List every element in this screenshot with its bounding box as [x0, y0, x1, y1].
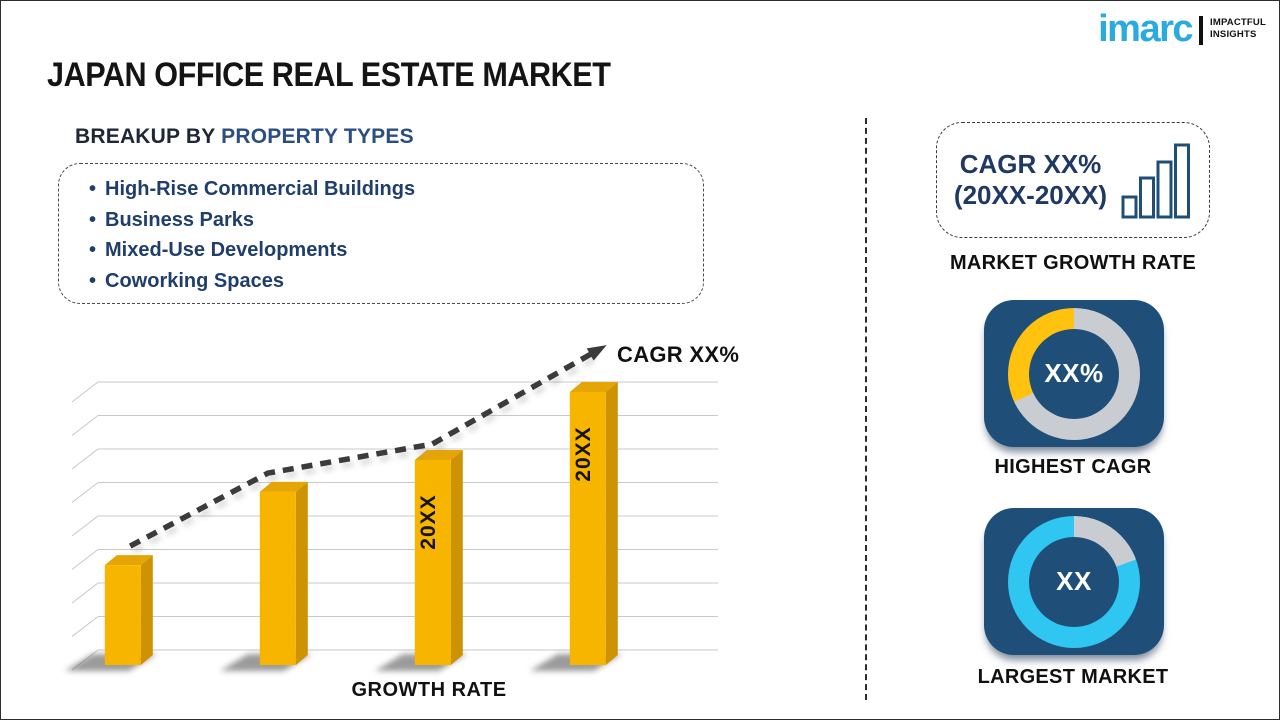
gridline	[71, 414, 718, 436]
x-axis-label: GROWTH RATE	[351, 679, 506, 701]
highest-cagr-value: XX%	[1044, 358, 1104, 388]
highest-cagr-donut-center: XX%	[1029, 328, 1119, 419]
imarc-logo: imarc IMPACTFUL INSIGHTS	[1098, 8, 1266, 50]
arrowhead-icon	[586, 345, 607, 361]
bar-label: 20XX	[417, 494, 440, 549]
growth-bar-chart: 20XX 20XX CAGR XX% GROWTH RATE	[50, 330, 740, 715]
breakup-heading: BREAKUP BY PROPERTY TYPES	[75, 125, 414, 149]
logo-tagline-line2: INSIGHTS	[1210, 28, 1257, 40]
list-item-label: Business Parks	[105, 208, 254, 231]
bullet-icon: •	[89, 208, 97, 231]
list-item: • Business Parks	[89, 205, 703, 236]
gridline	[71, 615, 718, 637]
gridline	[71, 381, 718, 403]
largest-market-donut-center: XX	[1029, 536, 1119, 627]
trend-arrow-shadow	[131, 355, 598, 554]
highest-cagr-card: XX%	[984, 300, 1164, 447]
market-growth-rate-label: MARKET GROWTH RATE	[949, 252, 1197, 274]
list-item-label: High-Rise Commercial Buildings	[105, 178, 416, 200]
bar-label: 20XX	[572, 426, 595, 481]
trend-label: CAGR XX%	[617, 342, 739, 367]
trend-arrow-line	[128, 350, 595, 549]
cagr-summary-text: CAGR XX% (20XX-20XX)	[954, 149, 1107, 211]
logo-divider	[1199, 16, 1204, 45]
cagr-summary-box: CAGR XX% (20XX-20XX)	[936, 122, 1210, 238]
bullet-icon: •	[89, 178, 97, 200]
largest-market-label: LARGEST MARKET	[977, 666, 1169, 688]
bar: 20XX	[569, 382, 618, 665]
growth-chart-svg: 20XX 20XX CAGR XX% GROWTH RATE	[64, 342, 739, 701]
list-item: • Coworking Spaces	[89, 266, 703, 297]
gridline	[71, 448, 718, 470]
cagr-period: (20XX-20XX)	[953, 180, 1108, 210]
largest-market-donut: XX	[1008, 515, 1140, 648]
imarc-logo-text: imarc	[1098, 8, 1193, 50]
gridline	[71, 481, 718, 503]
highest-cagr-label: HIGHEST CAGR	[994, 456, 1152, 478]
logo-tagline-line1: IMPACTFUL	[1210, 17, 1266, 28]
page-title: JAPAN OFFICE REAL ESTATE MARKET	[47, 56, 611, 94]
largest-market-value: XX	[1056, 566, 1092, 596]
bullet-icon: •	[89, 269, 97, 292]
vertical-divider	[865, 118, 867, 700]
gridline	[71, 582, 718, 604]
breakup-heading-highlight: PROPERTY TYPES	[221, 125, 414, 148]
bar	[259, 481, 308, 665]
breakup-heading-prefix: BREAKUP BY	[75, 125, 216, 148]
growth-bars-icon	[1121, 143, 1191, 219]
list-item-label: Mixed-Use Developments	[105, 239, 348, 261]
logo-tagline: IMPACTFUL INSIGHTS	[1210, 17, 1266, 41]
property-types-box: • High-Rise Commercial Buildings • Busines…	[58, 163, 704, 304]
bullet-icon: •	[89, 239, 97, 261]
highest-cagr-donut: XX%	[1008, 307, 1140, 440]
bar	[104, 555, 153, 665]
gridline	[71, 548, 718, 570]
list-item: • Mixed-Use Developments	[89, 235, 703, 266]
cagr-value: CAGR XX%	[959, 149, 1102, 179]
list-item: • High-Rise Commercial Buildings	[89, 174, 703, 205]
bar: 20XX	[414, 450, 463, 665]
largest-market-card: XX	[984, 508, 1164, 655]
list-item-label: Coworking Spaces	[105, 269, 284, 292]
